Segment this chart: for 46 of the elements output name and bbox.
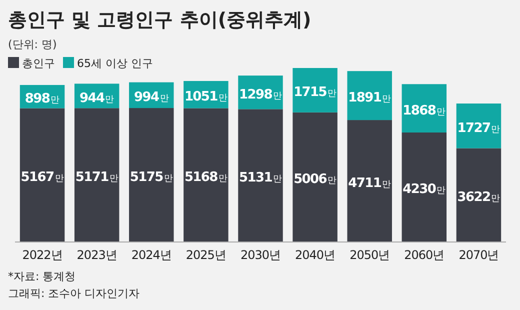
- x-tick-label: 2050년: [350, 248, 390, 262]
- legend-item: 65세 이상 인구: [63, 57, 153, 70]
- legend-label: 65세 이상 인구: [77, 57, 153, 70]
- x-tick-label: 2023년: [76, 248, 117, 262]
- legend-label: 총인구: [22, 57, 55, 70]
- data-label: 1715만: [294, 85, 337, 100]
- data-label: 1868만: [402, 103, 446, 118]
- data-label: 1298만: [239, 87, 282, 102]
- data-label: 4711만: [348, 176, 392, 192]
- data-label: 898만: [24, 92, 60, 107]
- bar: [184, 108, 228, 242]
- chart-title: 총인구 및 고령인구 추이(중위추계): [8, 9, 312, 31]
- bar: [292, 68, 338, 112]
- x-tick-label: 2025년: [186, 248, 226, 262]
- data-label: 994만: [134, 90, 169, 106]
- data-label: 4230만: [402, 182, 446, 198]
- bar: [20, 108, 65, 242]
- bar: [456, 148, 502, 242]
- data-label: 5175만: [130, 170, 173, 186]
- x-tick-label: 2070년: [458, 248, 499, 262]
- data-label: 5006만: [294, 172, 337, 188]
- data-label: 5171만: [75, 170, 118, 186]
- data-label: 944만: [79, 90, 114, 106]
- x-tick-label: 2040년: [295, 248, 336, 262]
- text: *자료: 통계청: [8, 270, 76, 283]
- data-label: 5168만: [184, 170, 228, 186]
- x-tick-label: 2022년: [22, 248, 62, 262]
- legend-item: 총인구: [8, 57, 55, 70]
- data-label: 5167만: [20, 170, 64, 186]
- data-label: 1727만: [457, 120, 500, 136]
- bar: [347, 120, 392, 242]
- x-tick-label: 2024년: [131, 248, 172, 262]
- data-label: 1891만: [348, 90, 392, 106]
- bar: [402, 132, 447, 242]
- x-tick-label: 2030년: [240, 248, 281, 262]
- text: 그래픽: 조수아 디자인기자: [8, 287, 140, 300]
- bar: [292, 112, 338, 242]
- bar: [347, 71, 392, 120]
- bar: [238, 109, 283, 242]
- chart-subtitle: (단위: 명): [8, 38, 57, 51]
- bar: [129, 108, 174, 242]
- data-label: 1051만: [184, 90, 228, 105]
- bar: [74, 108, 120, 242]
- x-tick-label: 2060년: [404, 248, 444, 262]
- data-label: 5131만: [239, 170, 282, 186]
- data-label: 3622만: [457, 190, 500, 206]
